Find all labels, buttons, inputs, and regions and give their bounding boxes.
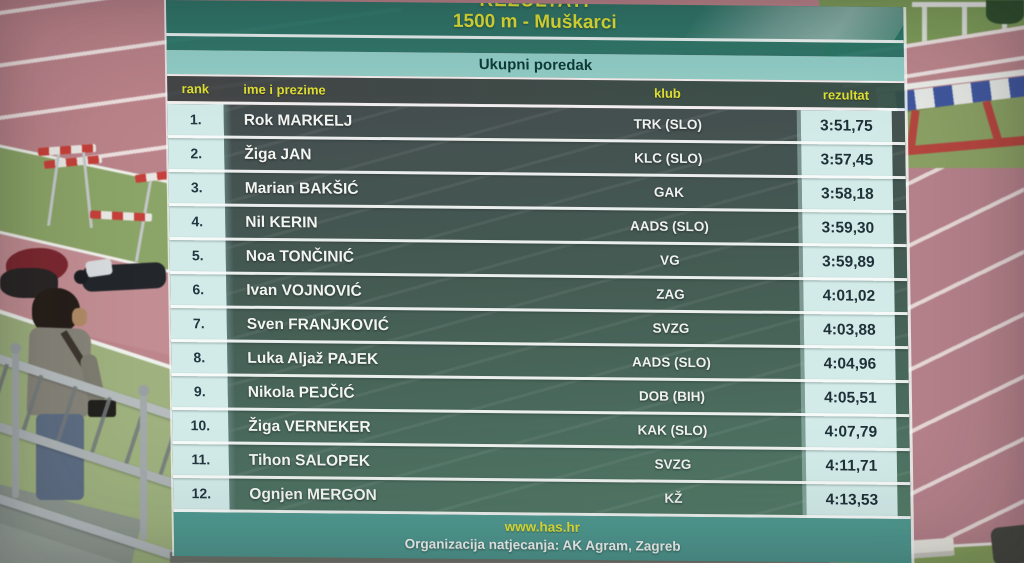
athlete-name: Žiga JAN [244, 145, 312, 164]
athlete-name: Marian BAKŠIĆ [244, 179, 359, 198]
column-header-result: rezultat [822, 87, 870, 103]
athlete-name: Noa TONČINIĆ [245, 247, 355, 266]
club-cell: AADS (SLO) [629, 218, 709, 235]
athlete-name: Tihon SALOPEK [248, 451, 371, 470]
athlete-name: Nil KERIN [245, 213, 318, 232]
organizer-credit: Organizacija natjecanja: AK Agram, Zagre… [404, 536, 681, 554]
club-cell: SVZG [652, 320, 690, 336]
rank-cell: 5. [191, 247, 204, 264]
white-post [962, 7, 967, 43]
club-cell: KŽ [664, 490, 683, 506]
athlete-lying-head [74, 270, 88, 284]
athlete-name: Luka Aljaž PAJEK [247, 349, 379, 368]
rank-cell: 4. [191, 213, 204, 230]
result-cell: 4:13,53 [825, 491, 879, 509]
results-header: REZULTATI 1500 m - Muškarci [166, 0, 904, 58]
white-post [1002, 7, 1007, 43]
athlete-name: Nikola PEJČIĆ [247, 383, 355, 402]
column-header-club: klub [653, 85, 681, 101]
athlete-name: Žiga VERNEKER [248, 417, 371, 436]
photographer-face [72, 308, 87, 326]
rank-cell: 2. [190, 145, 203, 162]
rank-cell: 9. [193, 383, 206, 400]
white-post [922, 7, 927, 43]
barrier-leg [982, 100, 1003, 143]
result-cell: 3:51,75 [819, 117, 873, 135]
rank-cell: 1. [189, 111, 202, 128]
result-cell: 4:04,96 [823, 355, 877, 373]
results-overlay: REZULTATI 1500 m - Muškarci Ukupni pored… [164, 0, 915, 563]
result-cell: 3:59,89 [821, 253, 875, 271]
result-cell: 4:11,71 [825, 457, 878, 475]
club-cell: TRK (SLO) [633, 116, 703, 133]
athlete-name: Ivan VOJNOVIĆ [246, 281, 362, 300]
rank-cell: 10. [190, 417, 211, 434]
athlete-name: Rok MARKELJ [243, 111, 353, 130]
results-rows: 1. Rok MARKELJ TRK (SLO) 3:51,75 2. Žiga… [167, 104, 911, 520]
rank-cell: 3. [190, 179, 203, 196]
club-cell: KLC (SLO) [634, 150, 703, 167]
result-cell: 4:03,88 [823, 321, 876, 339]
club-cell: SVZG [654, 456, 692, 472]
railing-post [10, 343, 21, 498]
column-header-rank: rank [181, 81, 210, 97]
result-cell: 3:58,18 [820, 185, 874, 203]
hedge-top-right [986, 0, 1024, 24]
result-cell: 4:05,51 [824, 389, 877, 407]
club-cell: ZAG [656, 286, 685, 302]
club-cell: VG [660, 252, 680, 268]
result-cell: 4:07,79 [824, 423, 878, 441]
club-cell: DOB (BIH) [638, 388, 706, 405]
result-cell: 4:01,02 [822, 287, 876, 305]
footer-band: www.has.hr Organizacija natjecanja: AK A… [173, 511, 912, 563]
athlete-name: Sven FRANJKOVIĆ [246, 315, 390, 335]
club-cell: KAK (SLO) [637, 422, 708, 439]
result-cell: 3:57,45 [820, 151, 874, 169]
athlete-name: Ognjen MERGON [249, 485, 377, 504]
equipment-box [990, 523, 1024, 563]
white-rail-top-right [912, 2, 1024, 7]
rank-cell: 7. [192, 315, 205, 332]
rank-cell: 11. [191, 451, 211, 468]
club-cell: GAK [653, 184, 684, 200]
club-cell: AADS (SLO) [631, 354, 711, 371]
rank-cell: 12. [191, 485, 212, 502]
rank-cell: 6. [192, 281, 205, 298]
railing-post [138, 385, 149, 540]
result-cell: 3:59,30 [821, 219, 875, 237]
column-header-name: ime i prezime [243, 81, 326, 98]
rank-cell: 8. [193, 349, 206, 366]
